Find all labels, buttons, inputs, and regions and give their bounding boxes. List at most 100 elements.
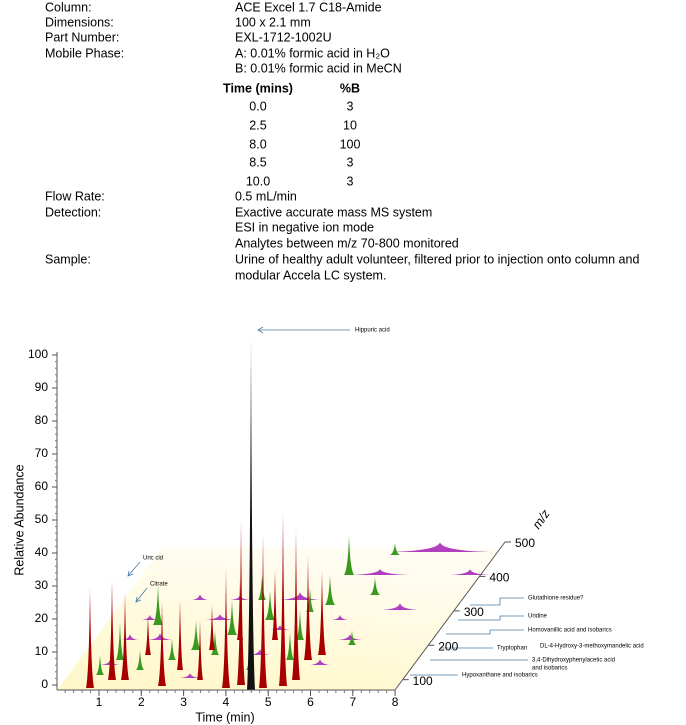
peak xyxy=(382,603,418,610)
peak xyxy=(310,659,330,665)
y-tick-label: 80 xyxy=(35,413,49,427)
peak xyxy=(205,614,235,620)
peak xyxy=(116,622,124,660)
peak xyxy=(168,638,176,660)
peak xyxy=(86,588,94,688)
annotation: and isobarics xyxy=(532,666,567,672)
peak xyxy=(332,615,348,620)
y-tick-label: 20 xyxy=(35,611,49,625)
peak xyxy=(192,594,208,600)
peak xyxy=(272,570,278,640)
peak xyxy=(259,533,267,688)
peak xyxy=(145,615,151,655)
peak xyxy=(348,630,356,645)
peak xyxy=(286,632,294,660)
peak xyxy=(197,620,203,680)
peak xyxy=(136,650,144,670)
table-cell: 8.5 xyxy=(249,155,266,169)
annotation: Tryptophan xyxy=(497,646,527,652)
annotation: Uric cid xyxy=(143,556,163,562)
y-tick-label: 60 xyxy=(35,479,49,493)
x-tick-label: 3 xyxy=(180,695,187,709)
spec-value: Urine of healthy adult volunteer, filter… xyxy=(235,252,639,266)
peak xyxy=(370,577,380,595)
table-cell: 8.0 xyxy=(249,137,266,151)
peak xyxy=(148,633,172,640)
peak xyxy=(158,600,166,686)
annotation: 3,4-Dihydroxyphenylacetic acid xyxy=(532,658,615,664)
z-tick-label: 100 xyxy=(413,674,433,688)
table-cell: 3 xyxy=(347,174,354,188)
peak xyxy=(250,649,270,655)
z-tick-label: 200 xyxy=(438,639,458,653)
spec-value: ACE Excel 1.7 C18-Amide xyxy=(235,0,382,14)
z-tick-label: 300 xyxy=(464,605,484,619)
z-tick-label: 500 xyxy=(515,536,535,550)
x-tick-label: 2 xyxy=(138,695,145,709)
y-tick-label: 100 xyxy=(28,347,48,361)
floor-plane xyxy=(57,548,500,690)
table-cell: 3 xyxy=(347,99,354,113)
table-cell: 2.5 xyxy=(249,118,266,132)
peak xyxy=(180,673,200,678)
y-tick-label: 0 xyxy=(41,677,48,691)
annotation: DL-4-Hydroxy-3-methoxymandelic acid xyxy=(540,644,644,650)
annotation: Hypoxanthane and isobarics xyxy=(462,673,538,679)
peak xyxy=(450,569,490,575)
peak xyxy=(237,520,245,685)
peak xyxy=(108,580,116,680)
spec-label: Dimensions: xyxy=(45,15,114,29)
spec-value: Exactive accurate mass MS system xyxy=(235,205,432,219)
annotation: Glutathione residue? xyxy=(528,596,584,602)
x-tick-label: 8 xyxy=(392,695,399,709)
annotation: Hippuric acid xyxy=(355,328,390,334)
y-tick-label: 50 xyxy=(35,512,49,526)
peak xyxy=(209,605,215,650)
peak xyxy=(247,338,255,690)
spec-value: ESI in negative ion mode xyxy=(235,220,374,234)
spec-value: 0.5 mL/min xyxy=(235,189,297,203)
peak xyxy=(325,575,335,605)
peak xyxy=(258,575,266,600)
spec-label: Sample: xyxy=(45,252,91,266)
peak xyxy=(121,592,129,680)
y-tick-label: 10 xyxy=(35,644,49,658)
y-tick-label: 30 xyxy=(35,578,49,592)
y-tick-label: 40 xyxy=(35,545,49,559)
peak xyxy=(390,543,400,555)
spec-value: B: 0.01% formic acid in MeCN xyxy=(235,61,402,75)
peak xyxy=(350,569,410,575)
peak xyxy=(292,530,300,680)
table-cell: 10 xyxy=(343,118,357,132)
peak xyxy=(211,630,219,655)
y-tick-label: 90 xyxy=(35,380,49,394)
x-tick-label: 6 xyxy=(307,695,314,709)
x-tick-label: 5 xyxy=(265,695,272,709)
peak xyxy=(338,634,362,640)
peak xyxy=(265,590,275,620)
peak xyxy=(280,592,320,600)
peak xyxy=(191,620,201,650)
table-cell: 3 xyxy=(347,155,354,169)
peak xyxy=(122,634,138,640)
y-tick-label: 70 xyxy=(35,446,49,460)
peak xyxy=(318,570,326,655)
peak xyxy=(270,625,290,630)
annotation: Uridine xyxy=(528,614,548,620)
spec-label: Detection: xyxy=(45,205,101,219)
peak xyxy=(153,585,163,625)
table-cell: 0.0 xyxy=(249,99,266,113)
peak xyxy=(142,615,158,620)
table-cell: 100 xyxy=(340,137,361,151)
table-header: Time (mins) xyxy=(223,81,293,95)
peaks xyxy=(86,338,490,690)
peak xyxy=(177,600,183,670)
peak xyxy=(222,568,230,688)
z-axis-label: m/z xyxy=(530,506,553,531)
annotation: Homovanillic acid and isobarics xyxy=(528,628,612,634)
x-tick-label: 4 xyxy=(223,695,230,709)
x-tick-label: 7 xyxy=(349,695,356,709)
x-axis-label: Time (min) xyxy=(195,710,254,724)
y-axis-label: Relative Abundance xyxy=(12,464,26,575)
